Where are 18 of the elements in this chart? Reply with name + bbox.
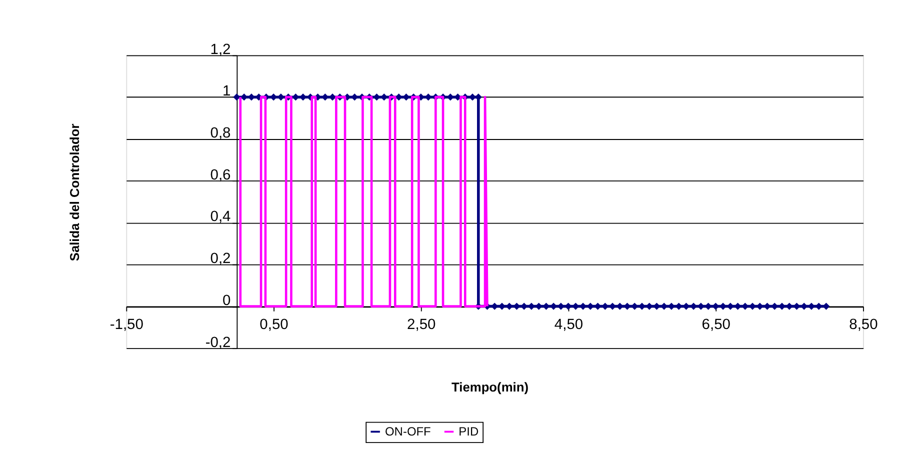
y-tick-label: 0,8 (210, 126, 231, 142)
y-tick-label: 0 (222, 292, 231, 309)
legend-label: ON-OFF (385, 424, 431, 438)
x-tick-label: 4,50 (554, 316, 584, 333)
y-axis-title: Salida del Controlador (67, 124, 82, 262)
y-tick-label: -0,2 (205, 334, 231, 351)
legend-label: PID (458, 424, 479, 438)
y-tick-label: 1 (222, 84, 231, 100)
y-tick-label: 0,4 (210, 209, 231, 226)
y-tick-label: 0,2 (210, 251, 231, 268)
y-tick-label: 0,6 (210, 167, 231, 184)
x-tick-label: -1,50 (110, 316, 144, 333)
x-tick-label: 8,50 (849, 316, 878, 333)
x-tick-label: 0,50 (260, 316, 288, 333)
x-axis-title: Tiempo(min) (451, 379, 529, 394)
x-tick-label: 2,50 (407, 316, 436, 333)
y-tick-label: 1,2 (210, 42, 231, 58)
x-tick-label: 6,50 (702, 316, 730, 333)
